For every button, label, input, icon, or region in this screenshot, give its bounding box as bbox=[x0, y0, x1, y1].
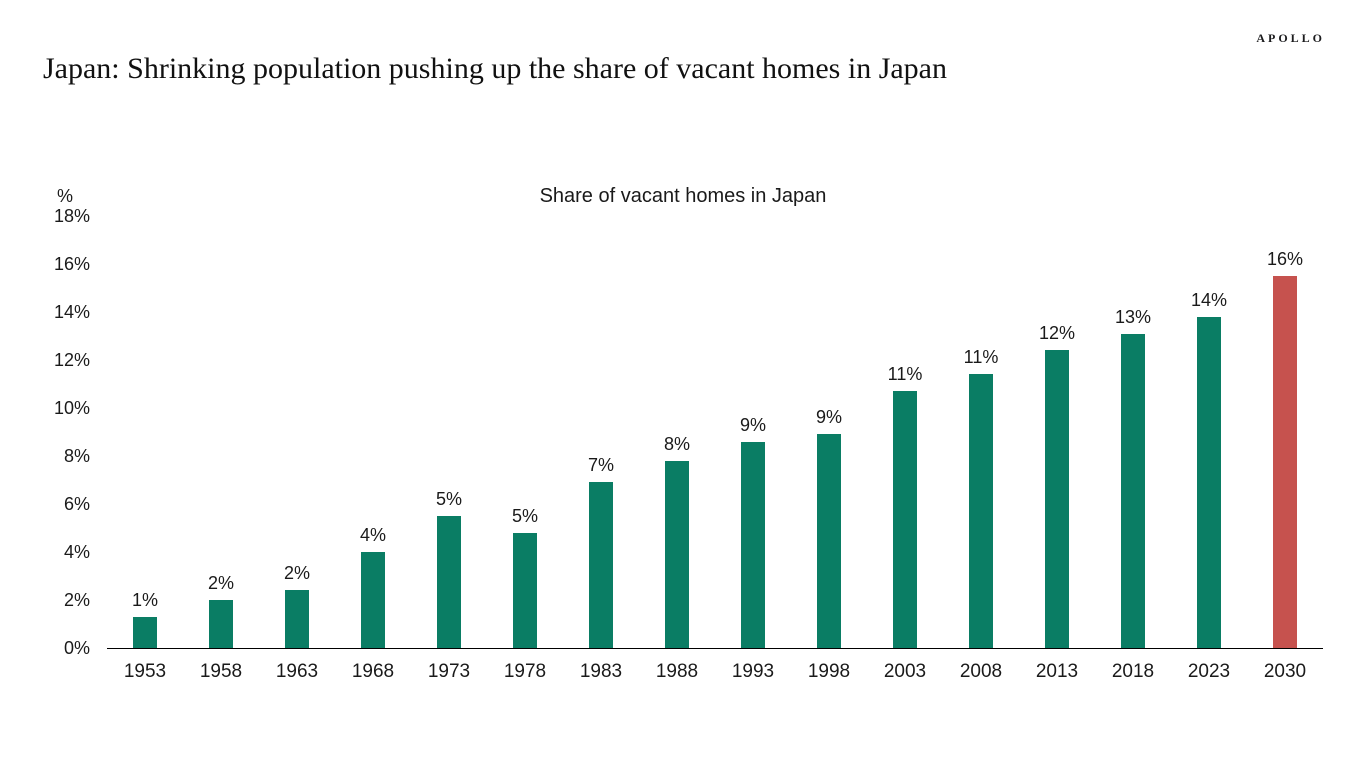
bar-column-2003: 11% 2003 bbox=[867, 216, 943, 681]
y-tick-label: 2% bbox=[63, 590, 90, 610]
bar-column-1998: 9% 1998 bbox=[791, 216, 867, 681]
bar-value-label-1983: 7% bbox=[587, 455, 614, 476]
bar-column-1973: 5% 1973 bbox=[411, 216, 487, 681]
bar-1973 bbox=[437, 516, 461, 648]
x-tick-label-2003: 2003 bbox=[883, 661, 927, 682]
x-tick-label-1978: 1978 bbox=[503, 661, 547, 682]
bar-column-2018: 13% 2018 bbox=[1095, 216, 1171, 681]
bar-1968 bbox=[361, 552, 385, 648]
x-tick-label-1993: 1993 bbox=[731, 661, 775, 682]
bar-value-label-2018: 13% bbox=[1114, 306, 1152, 327]
x-tick-label-1953: 1953 bbox=[123, 661, 167, 682]
y-axis-unit-label: % bbox=[57, 186, 74, 206]
x-tick-label-2018: 2018 bbox=[1111, 661, 1155, 682]
bar-1958 bbox=[209, 600, 233, 648]
bar-column-1978: 5% 1978 bbox=[487, 216, 563, 681]
bar-value-label-1988: 8% bbox=[663, 433, 690, 454]
y-tick-label: 6% bbox=[63, 494, 90, 515]
plot-area: 1% 1953 2% 1958 2% 1963 4% 1968 5% 1973 5% 1978 7% 19… bbox=[107, 216, 1323, 681]
bar-1993 bbox=[741, 441, 765, 648]
bar-value-label-1968: 4% bbox=[359, 525, 386, 546]
x-tick-label-1988: 1988 bbox=[655, 661, 699, 682]
y-tick-label: 4% bbox=[63, 542, 90, 562]
apollo-logo: APOLLO bbox=[1256, 31, 1325, 45]
x-tick-label-1998: 1998 bbox=[807, 661, 851, 682]
bar-column-2008: 11% 2008 bbox=[943, 216, 1019, 681]
y-tick-label: 16% bbox=[53, 254, 90, 274]
bar-column-1963: 2% 1963 bbox=[259, 216, 335, 681]
bar-value-label-2003: 11% bbox=[887, 364, 923, 385]
x-tick-label-2013: 2013 bbox=[1035, 661, 1079, 682]
bar-value-label-1953: 1% bbox=[131, 589, 158, 610]
bar-value-label-1978: 5% bbox=[511, 505, 538, 526]
x-tick-label-1968: 1968 bbox=[351, 661, 395, 682]
bar-column-2030: 16% 2030 bbox=[1247, 216, 1323, 681]
x-tick-label-2008: 2008 bbox=[959, 661, 1003, 682]
bar-value-label-1973: 5% bbox=[435, 489, 462, 509]
x-tick-label-1983: 1983 bbox=[579, 661, 623, 682]
bar-1983 bbox=[589, 482, 613, 648]
bar-2030 bbox=[1273, 276, 1297, 648]
bar-value-label-2008: 11% bbox=[963, 347, 999, 368]
bar-1963 bbox=[285, 590, 309, 648]
bar-1998 bbox=[817, 434, 841, 648]
bar-column-1993: 9% 1993 bbox=[715, 216, 791, 681]
bar-column-2023: 14% 2023 bbox=[1171, 216, 1247, 681]
bar-2013 bbox=[1045, 350, 1069, 648]
y-tick-label: 0% bbox=[63, 638, 90, 658]
bar-2003 bbox=[893, 391, 917, 648]
y-axis-ticks: 0% 2% 4% 6% 8% 10% 12% 14% 16% 18% bbox=[40, 207, 90, 657]
bar-value-label-2013: 12% bbox=[1038, 323, 1076, 344]
bar-1953 bbox=[133, 616, 157, 648]
x-tick-label-1958: 1958 bbox=[199, 661, 243, 682]
x-tick-label-1963: 1963 bbox=[275, 661, 319, 682]
bar-2023 bbox=[1197, 316, 1221, 648]
bar-value-label-1958: 2% bbox=[207, 573, 234, 594]
bar-1988 bbox=[665, 460, 689, 648]
bar-value-label-1993: 9% bbox=[739, 414, 766, 435]
y-tick-label: 14% bbox=[53, 302, 90, 322]
bar-2018 bbox=[1121, 333, 1145, 648]
bar-column-1953: 1% 1953 bbox=[107, 216, 183, 681]
x-tick-label-2023: 2023 bbox=[1187, 661, 1231, 682]
bar-column-1958: 2% 1958 bbox=[183, 216, 259, 681]
bar-1978 bbox=[513, 532, 537, 648]
bar-value-label-1998: 9% bbox=[815, 407, 842, 428]
bar-column-1988: 8% 1988 bbox=[639, 216, 715, 681]
y-tick-label: 12% bbox=[53, 350, 90, 371]
x-tick-label-2030: 2030 bbox=[1263, 661, 1307, 682]
bar-column-2013: 12% 2013 bbox=[1019, 216, 1095, 681]
bar-value-label-2030: 16% bbox=[1266, 249, 1304, 269]
page-title: Japan: Shrinking population pushing up t… bbox=[43, 52, 947, 85]
bar-2008 bbox=[969, 374, 993, 648]
y-tick-label: 8% bbox=[63, 446, 90, 466]
bar-value-label-2023: 14% bbox=[1190, 289, 1228, 310]
y-tick-label: 10% bbox=[53, 398, 90, 418]
bar-column-1983: 7% 1983 bbox=[563, 216, 639, 681]
x-tick-label-1973: 1973 bbox=[427, 661, 471, 682]
bar-column-1968: 4% 1968 bbox=[335, 216, 411, 681]
chart-title: Share of vacant homes in Japan bbox=[539, 185, 827, 207]
y-tick-label: 18% bbox=[53, 206, 90, 226]
bar-value-label-1963: 2% bbox=[283, 563, 310, 584]
